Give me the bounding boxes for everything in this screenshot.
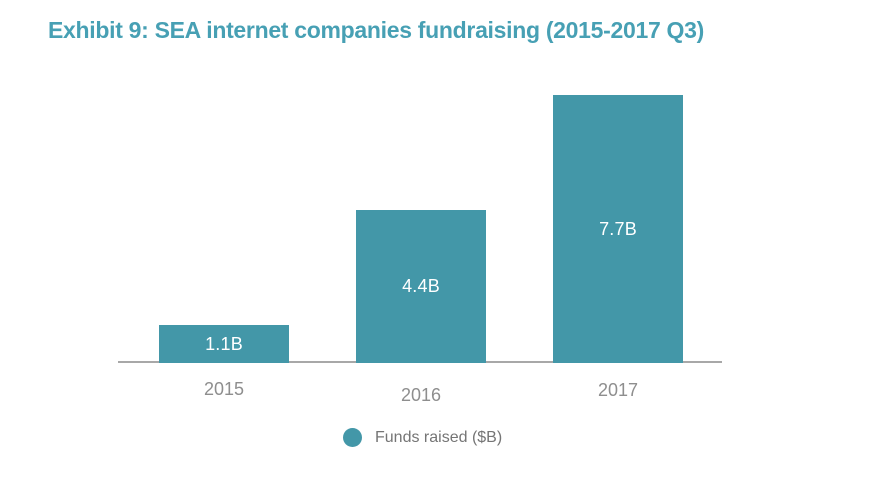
x-axis-label-2016: 2016	[400, 385, 442, 405]
legend: Funds raised ($B)	[343, 428, 502, 447]
chart-title: Exhibit 9: SEA internet companies fundra…	[48, 17, 704, 43]
x-axis-label-2015: 2015	[203, 379, 245, 399]
bar-value-label: 1.1B	[205, 333, 243, 354]
bar-value-label: 7.7B	[599, 218, 637, 239]
bar-2015: 1.1B	[159, 325, 289, 363]
circle-icon	[343, 428, 362, 447]
bar-2016: 4.4B	[356, 210, 486, 363]
bar-value-label: 4.4B	[402, 276, 440, 296]
legend-label: Funds raised ($B)	[375, 428, 503, 446]
x-axis-label-2017: 2017	[597, 380, 639, 400]
bar-2017: 7.7B	[553, 95, 683, 363]
